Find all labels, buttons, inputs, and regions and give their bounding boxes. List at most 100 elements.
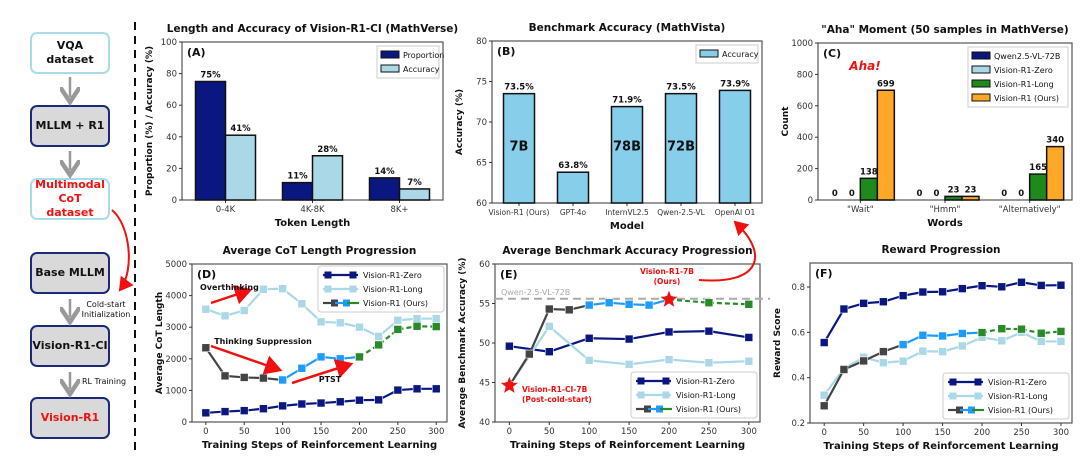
y-tick-label: 400	[797, 133, 813, 143]
legend-label: Vision-R1 (Ours)	[676, 405, 741, 414]
legend-marker	[949, 392, 957, 400]
panel-label: (D)	[197, 268, 216, 281]
data-point	[624, 299, 634, 309]
chart-title: Average CoT Length Progression	[223, 245, 417, 257]
legend-marker	[331, 299, 338, 307]
panel-label: (F)	[815, 267, 833, 280]
data-point	[744, 333, 754, 342]
x-tick-label: OpenAI O1	[715, 208, 756, 217]
data-point	[374, 332, 383, 341]
y-tick-label: 100	[161, 38, 177, 48]
data-point	[898, 291, 908, 300]
y-axis-label: Proportion (%) / Accuracy (%)	[145, 46, 155, 196]
x-tick-label: "Alternatively"	[999, 205, 1061, 215]
y-axis-label: Average CoT Length	[155, 292, 165, 394]
series-line-vision-r1-ours-	[358, 325, 437, 358]
data-point	[584, 356, 594, 365]
data-point	[220, 371, 230, 381]
data-point	[664, 295, 674, 304]
data-point	[584, 333, 594, 343]
x-tick-label: 0	[203, 427, 208, 437]
series-line-vision-r1-ours-	[282, 355, 360, 381]
data-point	[505, 381, 514, 390]
bar-value-label: 0	[1018, 189, 1024, 199]
data-point	[355, 352, 364, 362]
legend-label: Vision-R1 (Ours)	[988, 406, 1053, 415]
data-point	[355, 352, 364, 362]
bar	[961, 195, 980, 201]
panel-label: (E)	[500, 268, 518, 281]
bar	[1045, 145, 1065, 201]
data-point	[335, 354, 345, 364]
trend-arrow	[210, 285, 253, 305]
x-tick-label: 8K+	[390, 205, 408, 215]
legend-marker	[324, 271, 332, 279]
bar-value-label: 73.9%	[720, 79, 750, 89]
y-tick-label: 55	[479, 300, 490, 310]
data-point	[1036, 337, 1046, 346]
data-point	[604, 298, 614, 308]
node-vqa-dataset: VQA dataset	[30, 32, 110, 74]
cold-start-arrow	[111, 209, 134, 292]
legend-label: Vision-R1-Long	[363, 285, 423, 294]
y-tick-label: 600	[797, 102, 813, 112]
data-point	[958, 341, 967, 351]
y-tick-label: 80	[476, 37, 487, 47]
data-point	[1017, 324, 1026, 334]
bar	[224, 134, 257, 201]
series-line-vision-r1-ours-	[823, 343, 904, 407]
x-axis-label: Words	[927, 218, 963, 229]
chart-title: "Aha" Moment (50 samples in MathVerse)	[821, 24, 1068, 36]
bar-value-label: 23	[965, 185, 977, 195]
x-tick-label: GPT-4o	[560, 208, 587, 217]
data-point	[297, 363, 307, 373]
legend	[942, 372, 1070, 420]
x-tick-label: 150	[934, 428, 950, 438]
legend-marker	[637, 377, 645, 385]
x-axis-label: Training Steps of Reinforcement Learning	[510, 440, 745, 451]
bar-value-label: 73.5%	[504, 83, 534, 93]
link-arrow	[698, 220, 756, 282]
data-point	[938, 331, 947, 341]
data-point	[977, 281, 987, 290]
x-tick-label: 300	[741, 427, 757, 437]
data-point	[1056, 337, 1066, 346]
bar	[859, 177, 879, 201]
legend	[630, 371, 758, 419]
x-tick-label: 0	[821, 428, 826, 438]
y-axis-label: Average Benchmark Accuracy (%)	[458, 257, 468, 428]
data-point	[977, 328, 987, 337]
bar-value-label: 0	[832, 189, 838, 199]
legend-marker	[968, 406, 975, 414]
x-tick-label: 50	[239, 427, 250, 437]
y-axis-label: Accuracy (%)	[455, 89, 465, 155]
data-point	[879, 347, 888, 356]
ptst-annotation: PTST	[319, 375, 342, 384]
y-tick-label: 0	[182, 418, 187, 428]
data-point	[259, 404, 268, 414]
chart-title: Benchmark Accuracy (MathVista)	[529, 22, 726, 34]
data-point	[624, 334, 634, 344]
chart-A: Length and Accuracy of Vision-R1-CI (Mat…	[145, 23, 458, 229]
data-point	[1036, 281, 1046, 290]
data-point	[544, 304, 554, 314]
legend-label: Vision-R1-Zero	[994, 66, 1053, 75]
legend-swatch	[971, 93, 991, 102]
y-tick-label: 0.4	[791, 374, 805, 384]
star-icon	[660, 290, 678, 307]
bar	[944, 195, 963, 201]
y-tick-label: 50	[479, 339, 490, 349]
data-point	[393, 315, 403, 325]
data-point	[839, 365, 849, 374]
y-tick-label: 60	[479, 260, 490, 270]
y-tick-label: 0	[172, 196, 177, 206]
data-point	[278, 375, 287, 385]
data-point	[201, 408, 211, 418]
y-tick-label: 60	[476, 199, 487, 209]
trend-arrow	[291, 359, 354, 385]
plot-frame	[494, 263, 761, 423]
data-point	[704, 358, 714, 368]
bar	[1028, 173, 1048, 201]
chart-F: Reward Progression (F) Training Steps of R…	[773, 244, 1073, 452]
x-tick-label: 200	[351, 427, 367, 437]
